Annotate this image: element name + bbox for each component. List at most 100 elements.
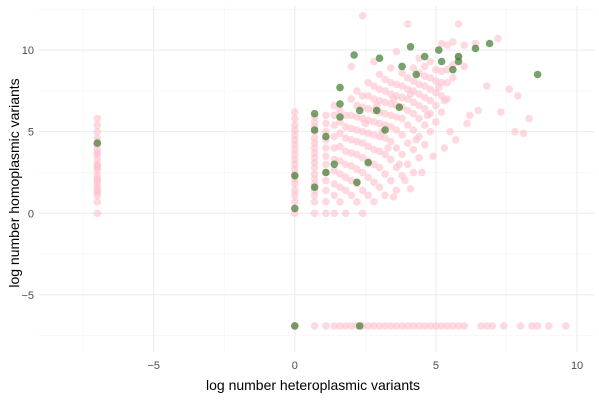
- data-point-series-1: [409, 322, 418, 330]
- major-gridlines: [38, 6, 594, 352]
- data-point-series-1: [463, 119, 471, 128]
- data-point-series-1: [415, 154, 423, 162]
- data-point-series-1: [93, 162, 102, 170]
- y-axis-title: log number homoplasmic variants: [6, 78, 22, 287]
- data-point-series-1: [341, 186, 350, 195]
- data-point-series-1: [497, 108, 505, 116]
- data-point-series-1: [387, 322, 395, 330]
- minor-gridlines: [38, 6, 594, 352]
- data-point-series-1: [93, 209, 102, 218]
- data-point-series-1: [322, 119, 330, 128]
- data-point-series-1: [330, 101, 339, 110]
- data-point-series-1: [291, 108, 299, 116]
- data-point-series-2: [533, 70, 542, 79]
- data-point-series-1: [381, 322, 389, 330]
- data-point-series-1: [398, 69, 406, 77]
- data-point-series-1: [93, 149, 102, 157]
- data-point-series-1: [426, 74, 435, 82]
- data-point-series-1: [443, 322, 452, 330]
- data-point-series-1: [387, 137, 395, 146]
- data-point-series-1: [330, 180, 339, 188]
- data-point-series-2: [355, 322, 364, 330]
- data-point-series-1: [389, 95, 398, 103]
- data-point-series-1: [426, 96, 435, 105]
- data-point-series-2: [322, 132, 330, 141]
- data-point-series-1: [449, 38, 457, 46]
- data-point-series-2: [381, 126, 389, 134]
- data-point-series-2: [398, 62, 406, 71]
- data-point-series-1: [406, 90, 415, 98]
- data-point-series-1: [403, 20, 412, 28]
- data-point-series-2: [310, 126, 319, 134]
- data-point-series-1: [395, 160, 404, 169]
- data-point-series-1: [381, 87, 389, 95]
- data-point-series-1: [336, 129, 344, 138]
- data-point-series-1: [375, 322, 384, 330]
- data-point-series-1: [358, 186, 367, 195]
- data-point-series-1: [353, 87, 361, 95]
- data-point-series-1: [93, 127, 102, 136]
- y-axis-tick-labels: −5 0 5 10: [21, 45, 34, 302]
- data-point-series-2: [420, 52, 429, 61]
- data-point-series-1: [336, 106, 344, 115]
- data-point-series-1: [454, 322, 463, 330]
- data-point-series-1: [310, 198, 319, 206]
- data-point-series-1: [322, 198, 330, 206]
- data-point-series-1: [392, 144, 401, 152]
- data-point-series-1: [384, 144, 392, 152]
- data-point-series-1: [353, 113, 361, 121]
- data-point-series-1: [426, 85, 435, 93]
- data-point-series-1: [398, 150, 406, 159]
- x-tick-label: 0: [292, 360, 298, 372]
- data-point-series-1: [370, 82, 378, 90]
- data-point-series-1: [435, 83, 443, 92]
- data-point-series-1: [392, 186, 401, 195]
- data-point-series-1: [341, 173, 350, 182]
- data-point-series-1: [93, 121, 102, 129]
- data-point-series-1: [330, 121, 339, 129]
- data-point-series-1: [364, 142, 373, 151]
- data-point-series-1: [375, 183, 384, 191]
- data-point-series-1: [499, 322, 508, 330]
- data-point-series-2: [355, 106, 364, 115]
- data-point-series-1: [353, 126, 361, 134]
- data-point-series-1: [364, 92, 373, 100]
- data-point-series-1: [460, 322, 469, 330]
- data-point-series-1: [93, 176, 102, 185]
- data-point-series-2: [310, 183, 319, 191]
- data-point-series-1: [341, 322, 350, 330]
- x-axis-title: log number heteroplasmic variants: [206, 377, 420, 393]
- data-point-series-1: [330, 191, 339, 200]
- data-point-series-1: [387, 155, 395, 164]
- data-point-series-1: [409, 109, 418, 118]
- data-point-series-1: [460, 41, 469, 49]
- data-point-series-1: [336, 157, 344, 165]
- data-point-series-1: [483, 82, 491, 90]
- y-tick-label: 10: [22, 45, 34, 57]
- data-point-series-1: [494, 34, 502, 43]
- data-point-series-1: [401, 176, 409, 185]
- data-point-series-1: [406, 185, 415, 193]
- data-point-series-1: [364, 173, 373, 182]
- data-point-series-1: [514, 92, 522, 100]
- data-point-series-1: [403, 139, 412, 147]
- data-point-series-1: [370, 57, 378, 66]
- data-point-series-1: [387, 176, 395, 185]
- data-point-series-1: [392, 322, 401, 330]
- data-point-series-1: [488, 322, 497, 330]
- data-point-series-1: [474, 106, 483, 115]
- data-point-series-1: [358, 168, 367, 177]
- data-point-series-2: [471, 44, 480, 53]
- data-point-series-1: [93, 198, 102, 206]
- data-point-series-1: [454, 20, 463, 28]
- data-point-series-1: [398, 114, 406, 123]
- data-point-series-1: [440, 96, 449, 105]
- data-point-series-1: [370, 198, 378, 206]
- data-point-series-1: [409, 77, 418, 85]
- data-point-series-1: [466, 111, 474, 120]
- data-point-series-1: [358, 92, 367, 100]
- data-point-series-1: [451, 136, 460, 144]
- data-point-series-1: [443, 65, 452, 74]
- data-point-series-1: [330, 111, 339, 120]
